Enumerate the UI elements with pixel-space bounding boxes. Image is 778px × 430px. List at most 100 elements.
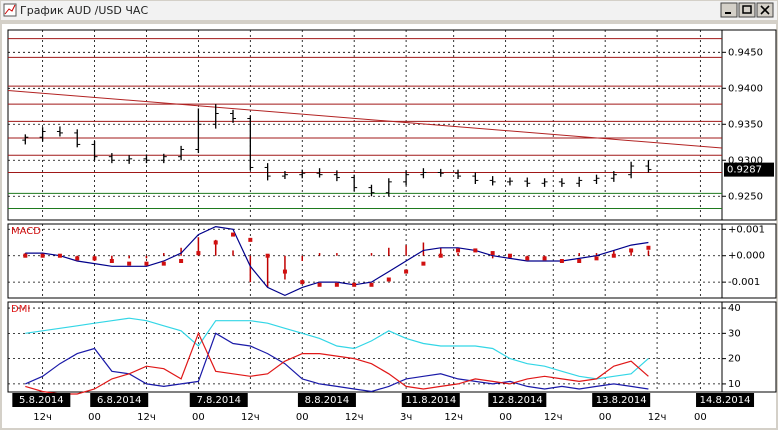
signal-dot [196,251,201,256]
window-title: График AUD /USD ЧАС [20,4,148,17]
y-tick-label: +0.000 [728,251,765,262]
indicator-line [25,225,649,297]
x-tick-label: 00 [499,412,512,423]
date-label: 8.8.2014 [305,395,350,406]
indicator-line [25,317,649,380]
date-box [401,393,460,407]
x-tick-label: 12ч [137,412,156,423]
x-tick-label: 00 [88,412,101,423]
signal-dot [456,248,461,253]
panel-frame [7,301,723,393]
signal-dot [386,277,391,282]
x-tick-label: 00 [599,412,612,423]
panel-title: MACD [11,226,41,237]
y-tick-label: 0.9350 [728,119,763,130]
maximize-button[interactable] [738,2,756,18]
x-tick-label: 12ч [241,412,260,423]
axis-frame [721,29,777,221]
signal-dot [577,259,582,263]
x-tick-label: 00 [296,412,309,423]
trend-line [7,89,723,149]
date-box [592,393,651,407]
date-box [90,393,149,407]
date-box [189,393,248,407]
date-label: 7.8.2014 [196,395,241,406]
signal-dot [92,256,97,261]
x-tick-label: 12ч [345,412,364,423]
signal-dot [629,248,634,253]
signal-dot [473,248,478,253]
signal-dot [231,232,236,237]
signal-dot [144,261,149,266]
date-box [488,393,547,407]
date-label: 6.8.2014 [97,395,142,406]
signal-dot [109,259,114,263]
panel-title: DMI [11,304,30,315]
last-price-label: 0.9287 [727,165,762,176]
y-tick-label: +0.001 [728,224,765,235]
signal-dot [404,269,409,274]
date-box [696,393,755,407]
signal-dot [127,261,132,266]
indicator-line [25,331,649,395]
y-tick-label: 0.9450 [728,47,763,58]
date-label: 11.8.2014 [405,395,456,406]
minimize-button[interactable] [720,2,738,18]
date-label: 12.8.2014 [492,395,543,406]
axis-frame [721,301,777,393]
title-bar [1,1,777,20]
signal-dot [282,269,287,274]
signal-dot [594,256,599,261]
y-tick-label: 40 [728,303,741,314]
signal-dot [300,280,305,285]
x-tick-label: 00 [192,412,205,423]
y-tick-label: 0.9300 [728,155,763,166]
signal-dot [421,261,426,266]
signal-dot [559,259,564,263]
signal-dot [525,256,530,261]
signal-dot [611,253,616,258]
signal-dot [369,282,374,287]
x-tick-label: 12ч [544,412,563,423]
signal-dot [507,253,512,258]
signal-dot [161,261,166,266]
panel-frame [7,29,723,221]
x-tick-label: 3ч [400,412,412,423]
signal-dot [23,253,28,258]
date-label: 14.8.2014 [700,395,751,406]
signal-dot [490,251,495,256]
close-button[interactable] [756,2,774,18]
date-label: 5.8.2014 [19,395,64,406]
y-tick-label: 30 [728,328,741,339]
signal-dot [75,256,80,261]
signal-dot [334,282,339,287]
y-tick-label: -0.001 [728,277,760,288]
y-tick-label: 0.9400 [728,83,763,94]
signal-dot [265,253,270,258]
y-tick-label: 0.9250 [728,191,763,202]
signal-dot [542,256,547,261]
x-tick-label: 12ч [33,412,52,423]
signal-dot [57,253,62,258]
signal-dot [438,253,443,258]
date-box [297,393,356,407]
x-tick-label: 12ч [444,412,463,423]
panel-frame [7,223,723,299]
window-icon-glyph [4,4,16,15]
date-box [12,393,71,407]
x-tick-label: 12ч [648,412,667,423]
last-price-box [724,162,774,177]
date-label: 13.8.2014 [596,395,647,406]
signal-dot [213,240,218,245]
signal-dot [646,245,651,250]
y-tick-label: 10 [728,379,741,390]
signal-dot [179,259,184,263]
signal-dot [317,282,322,287]
axis-frame [721,223,777,299]
signal-dot [248,237,253,242]
signal-dot [40,253,45,258]
signal-dot [352,282,357,287]
x-tick-label: 00 [694,412,707,423]
